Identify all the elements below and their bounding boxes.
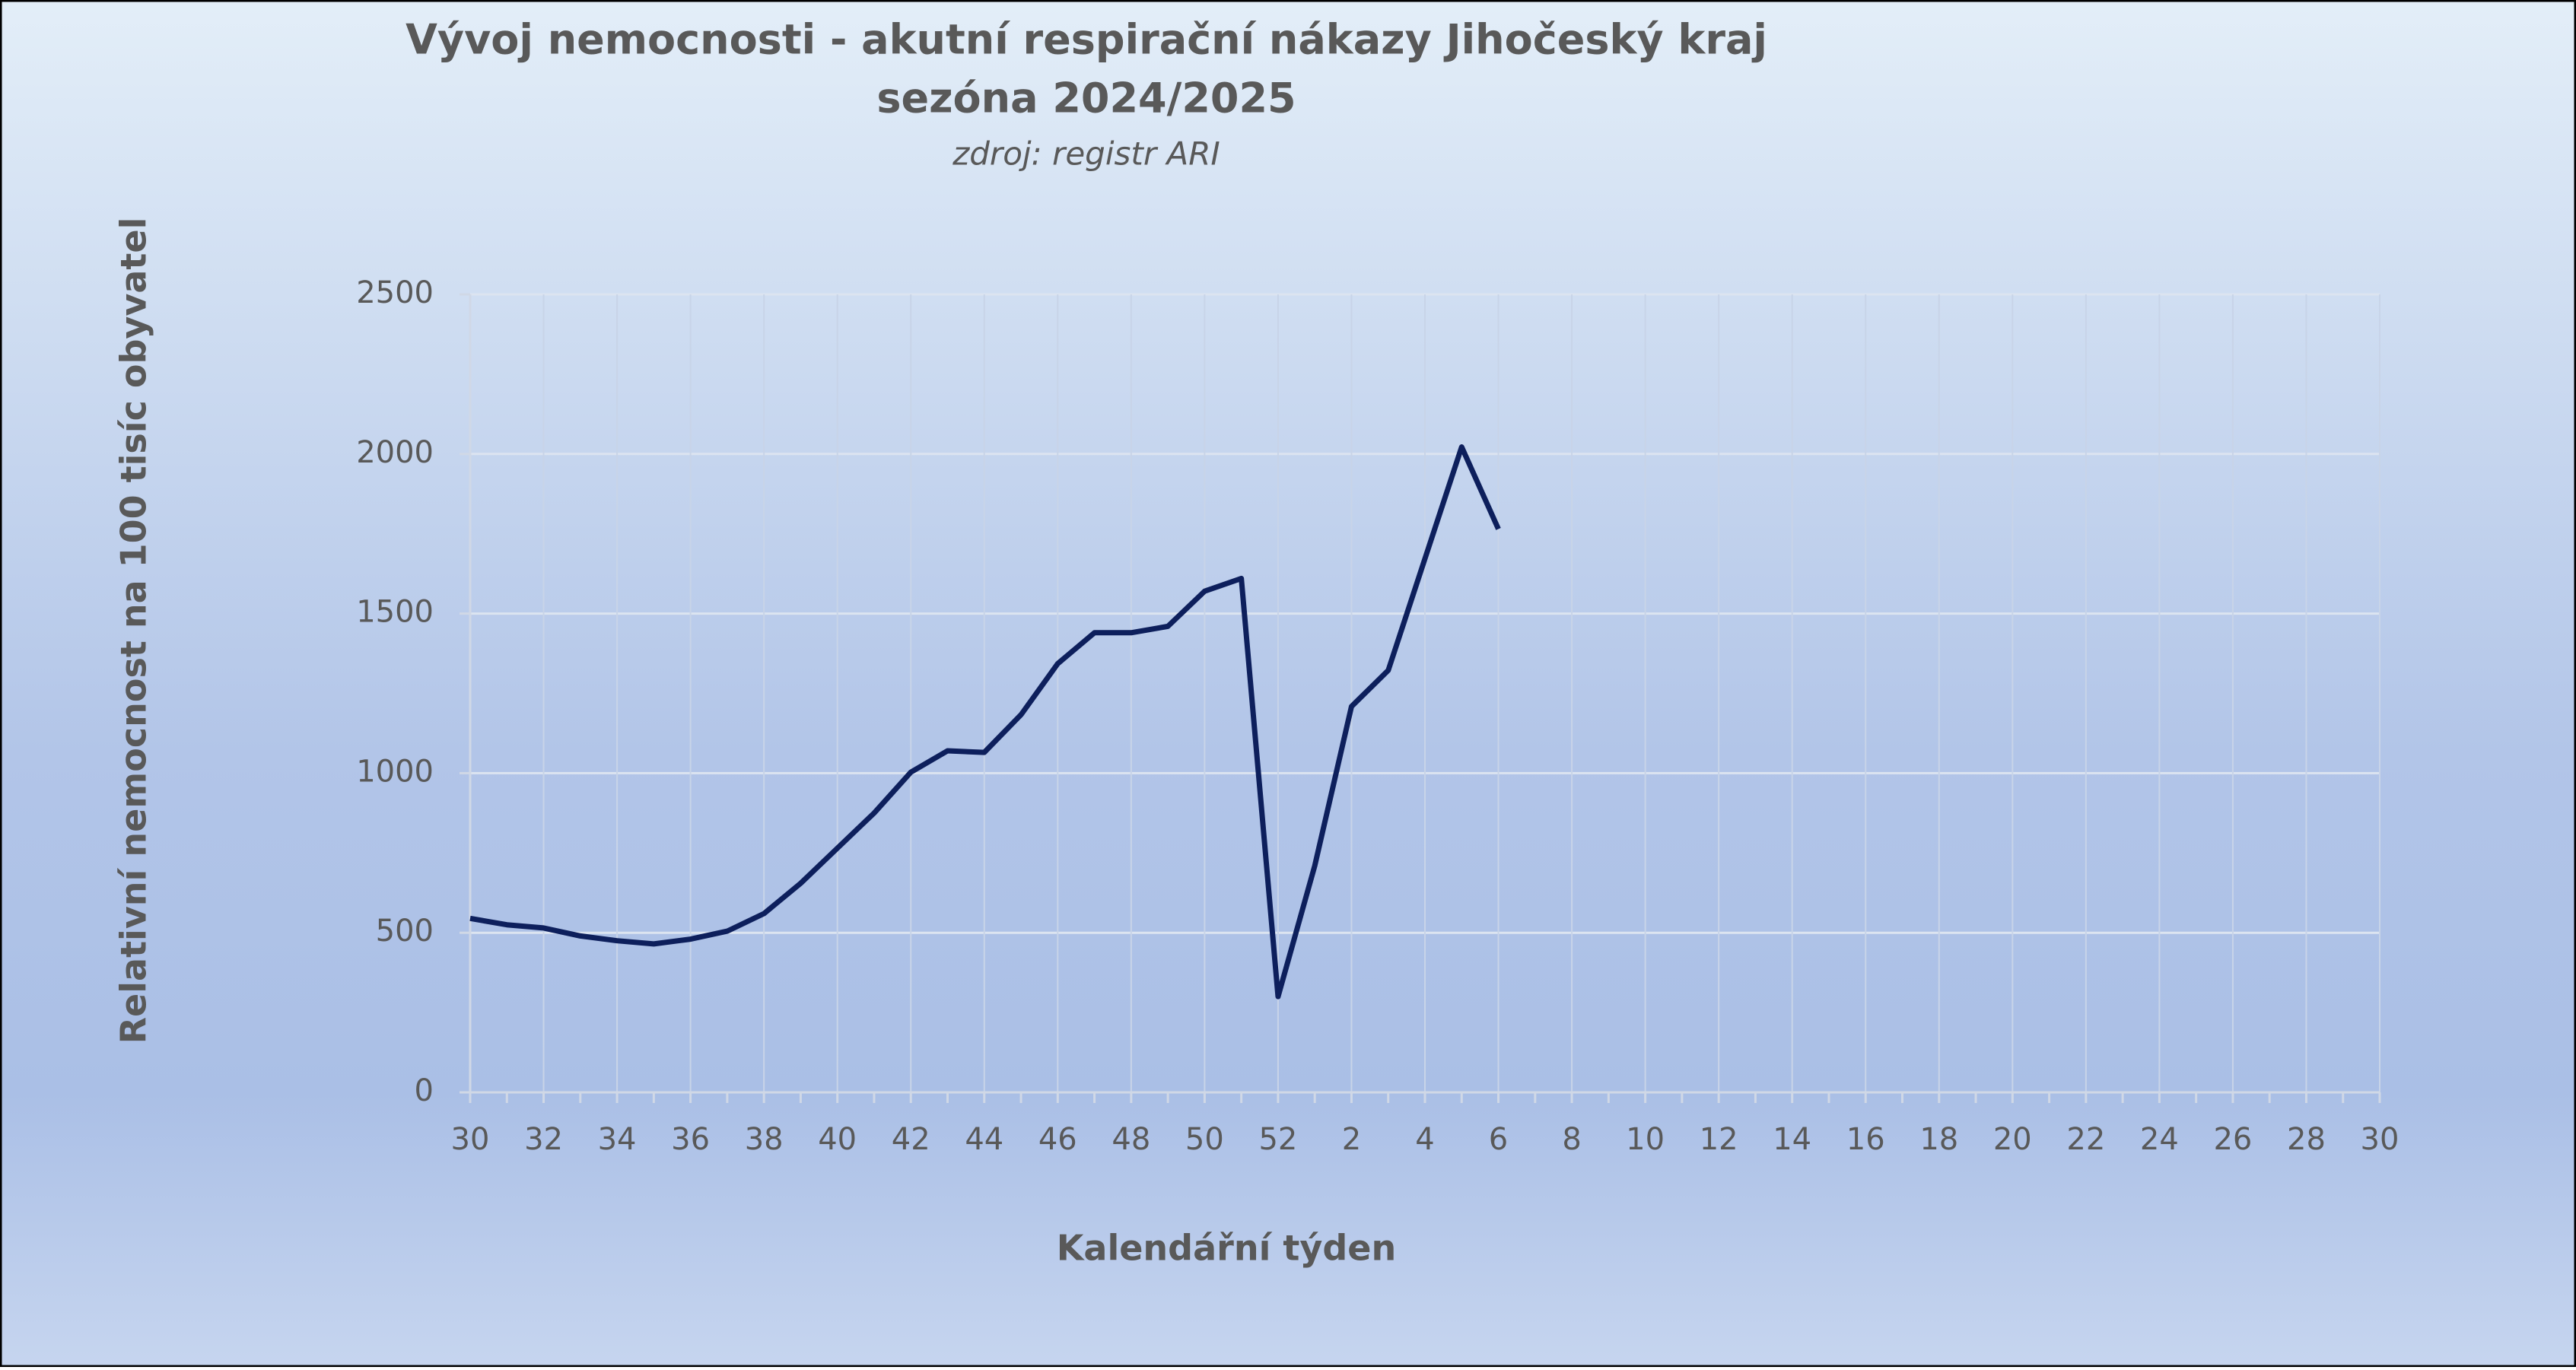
x-tick-label: 16 [1846, 1122, 1885, 1157]
line-series [469, 444, 1501, 1000]
x-tick-label: 24 [2140, 1122, 2179, 1157]
x-tick-label: 40 [818, 1122, 857, 1157]
y-axis-label: Relativní nemocnost na 100 tisíc obyvate… [113, 218, 154, 1044]
x-tick-label: 4 [1415, 1122, 1434, 1157]
x-tick-label: 30 [451, 1122, 490, 1157]
x-tick-label: 44 [965, 1122, 1003, 1157]
x-tick-label: 34 [598, 1122, 637, 1157]
x-tick-label: 8 [1562, 1122, 1581, 1157]
y-tick-label: 2500 [356, 275, 434, 310]
x-tick-label: 20 [1993, 1122, 2032, 1157]
x-tick-label: 30 [2361, 1122, 2399, 1157]
x-tick-label: 14 [1773, 1122, 1811, 1157]
chart-subtitle: zdroj: registr ARI [952, 135, 1220, 173]
y-tick-label: 2000 [356, 435, 434, 470]
x-tick-label: 10 [1626, 1122, 1665, 1157]
x-tick-label: 48 [1111, 1122, 1150, 1157]
x-tick-label: 50 [1185, 1122, 1224, 1157]
x-tick-label: 52 [1258, 1122, 1297, 1157]
y-tick-label: 500 [376, 914, 434, 949]
x-tick-label: 32 [524, 1122, 563, 1157]
x-axis-label: Kalendářní týden [1057, 1228, 1396, 1269]
x-tick-label: 26 [2213, 1122, 2252, 1157]
chart-title: sezóna 2024/2025 [876, 75, 1296, 122]
x-tick-label: 38 [745, 1122, 784, 1157]
x-tick-label: 46 [1038, 1122, 1077, 1157]
x-tick-label: 12 [1700, 1122, 1738, 1157]
y-tick-label: 1000 [356, 754, 434, 789]
x-tick-label: 42 [892, 1122, 930, 1157]
y-tick-label: 1500 [356, 595, 434, 630]
x-tick-label: 36 [671, 1122, 710, 1157]
x-tick-label: 2 [1342, 1122, 1361, 1157]
chart-title: Vývoj nemocnosti - akutní respirační nák… [405, 16, 1767, 64]
x-tick-label: 6 [1489, 1122, 1508, 1157]
x-tick-label: 22 [2066, 1122, 2105, 1157]
y-tick-label: 0 [415, 1073, 434, 1108]
x-tick-label: 28 [2287, 1122, 2326, 1157]
x-tick-label: 18 [1919, 1122, 1958, 1157]
